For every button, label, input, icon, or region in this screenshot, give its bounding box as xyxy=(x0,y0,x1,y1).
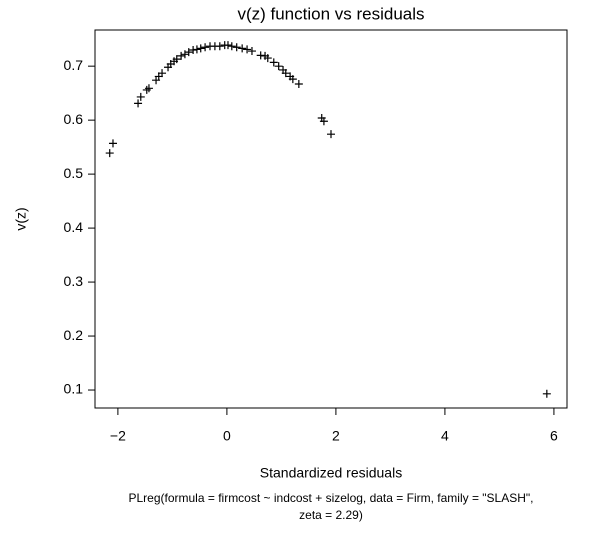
x-tick-label: 2 xyxy=(332,428,340,444)
point xyxy=(201,43,210,52)
y-tick-label: 0.4 xyxy=(64,219,84,235)
point xyxy=(288,75,297,84)
point xyxy=(542,389,551,398)
y-tick-label: 0.2 xyxy=(64,327,84,343)
y-tick-label: 0.7 xyxy=(64,57,84,73)
plot-box xyxy=(94,29,568,409)
x-axis-label: Standardized residuals xyxy=(260,465,402,481)
point xyxy=(142,85,151,94)
point xyxy=(136,92,145,101)
point xyxy=(192,45,201,54)
y-tick-label: 0.3 xyxy=(64,273,84,289)
point xyxy=(232,43,241,52)
y-tick-label: 0.5 xyxy=(64,165,84,181)
point xyxy=(263,54,272,63)
point xyxy=(134,99,143,108)
y-tick-label: 0.6 xyxy=(64,111,84,127)
point xyxy=(105,149,114,158)
x-tick-label: 6 xyxy=(550,428,558,444)
chart-title: v(z) function vs residuals xyxy=(237,4,424,23)
point xyxy=(238,44,247,53)
x-tick-label: −2 xyxy=(110,428,126,444)
x-tick-label: 0 xyxy=(223,428,231,444)
y-tick-label: 0.1 xyxy=(64,381,84,397)
point xyxy=(184,48,193,57)
point xyxy=(215,42,224,51)
point xyxy=(196,44,205,53)
y-axis-label: v(z) xyxy=(13,207,29,230)
point xyxy=(227,42,236,51)
point xyxy=(177,51,186,60)
point xyxy=(274,62,283,71)
x-tick-label: 4 xyxy=(441,428,449,444)
point xyxy=(180,50,189,59)
point xyxy=(172,55,181,64)
point xyxy=(294,79,303,88)
point xyxy=(158,69,167,78)
point xyxy=(281,69,290,78)
point xyxy=(108,139,117,148)
point xyxy=(247,47,256,56)
subtitle: PLreg(formula = firmcost ~ indcost + siz… xyxy=(128,491,533,505)
subtitle: zeta = 2.29) xyxy=(299,508,363,522)
point xyxy=(327,130,335,139)
point xyxy=(223,41,232,50)
point xyxy=(319,117,328,126)
point xyxy=(144,84,153,93)
point xyxy=(243,45,252,54)
point xyxy=(269,58,278,67)
